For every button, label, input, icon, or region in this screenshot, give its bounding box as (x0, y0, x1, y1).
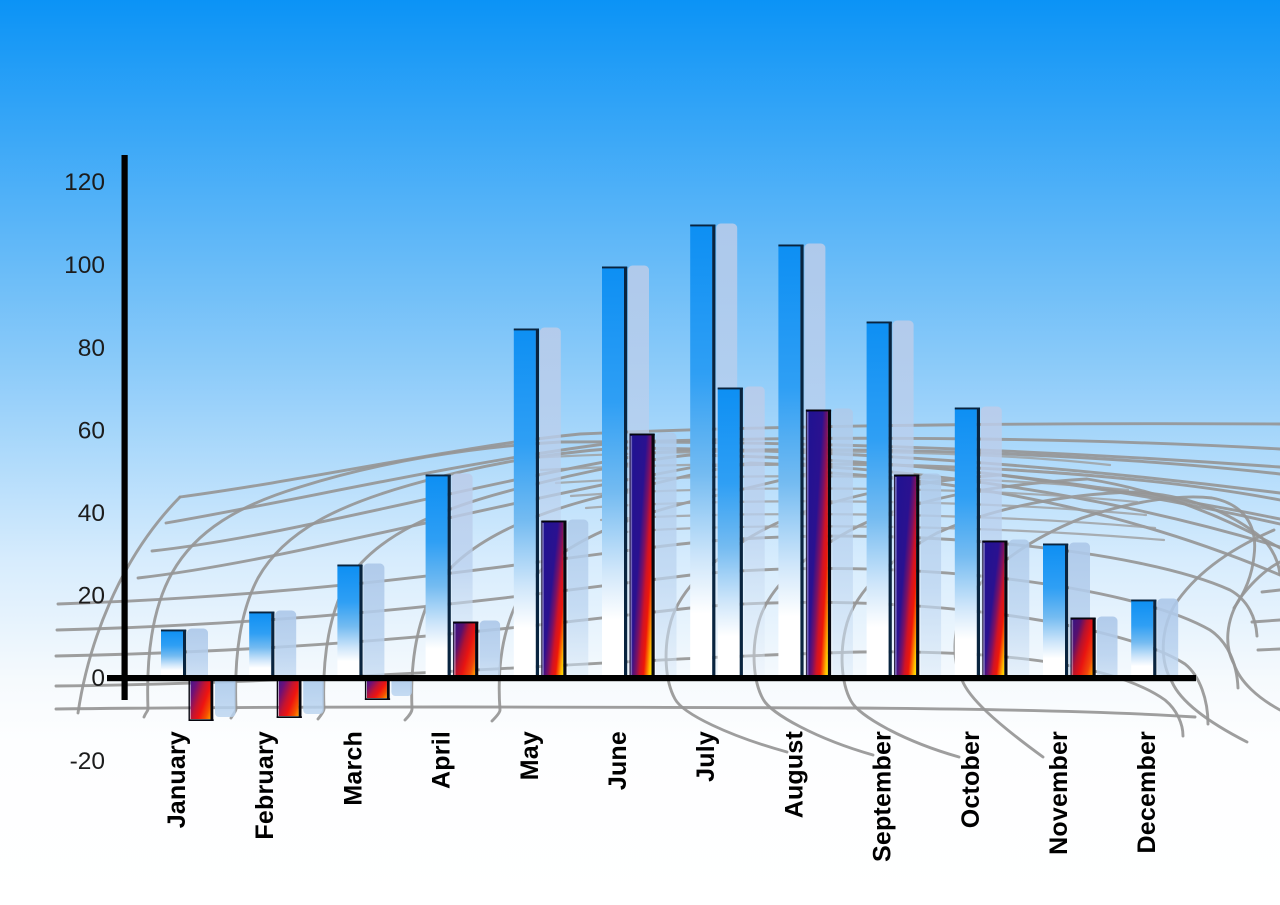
svg-text:0: 0 (91, 665, 105, 692)
svg-text:40: 40 (78, 500, 105, 527)
svg-text:February: February (251, 731, 279, 840)
svg-text:September: September (869, 731, 897, 862)
svg-text:80: 80 (78, 335, 105, 362)
svg-text:60: 60 (78, 418, 105, 445)
svg-text:November: November (1045, 731, 1073, 855)
svg-text:20: 20 (78, 583, 105, 610)
svg-text:120: 120 (64, 169, 105, 196)
svg-text:October: October (957, 731, 985, 828)
svg-text:January: January (163, 731, 191, 828)
svg-text:March: March (339, 731, 367, 806)
svg-text:December: December (1133, 731, 1161, 854)
svg-text:June: June (604, 731, 632, 790)
svg-text:100: 100 (64, 252, 105, 279)
svg-text:August: August (780, 731, 808, 819)
svg-text:July: July (692, 731, 720, 782)
svg-text:-20: -20 (70, 748, 105, 775)
svg-text:May: May (516, 731, 544, 780)
svg-text:April: April (428, 731, 456, 789)
